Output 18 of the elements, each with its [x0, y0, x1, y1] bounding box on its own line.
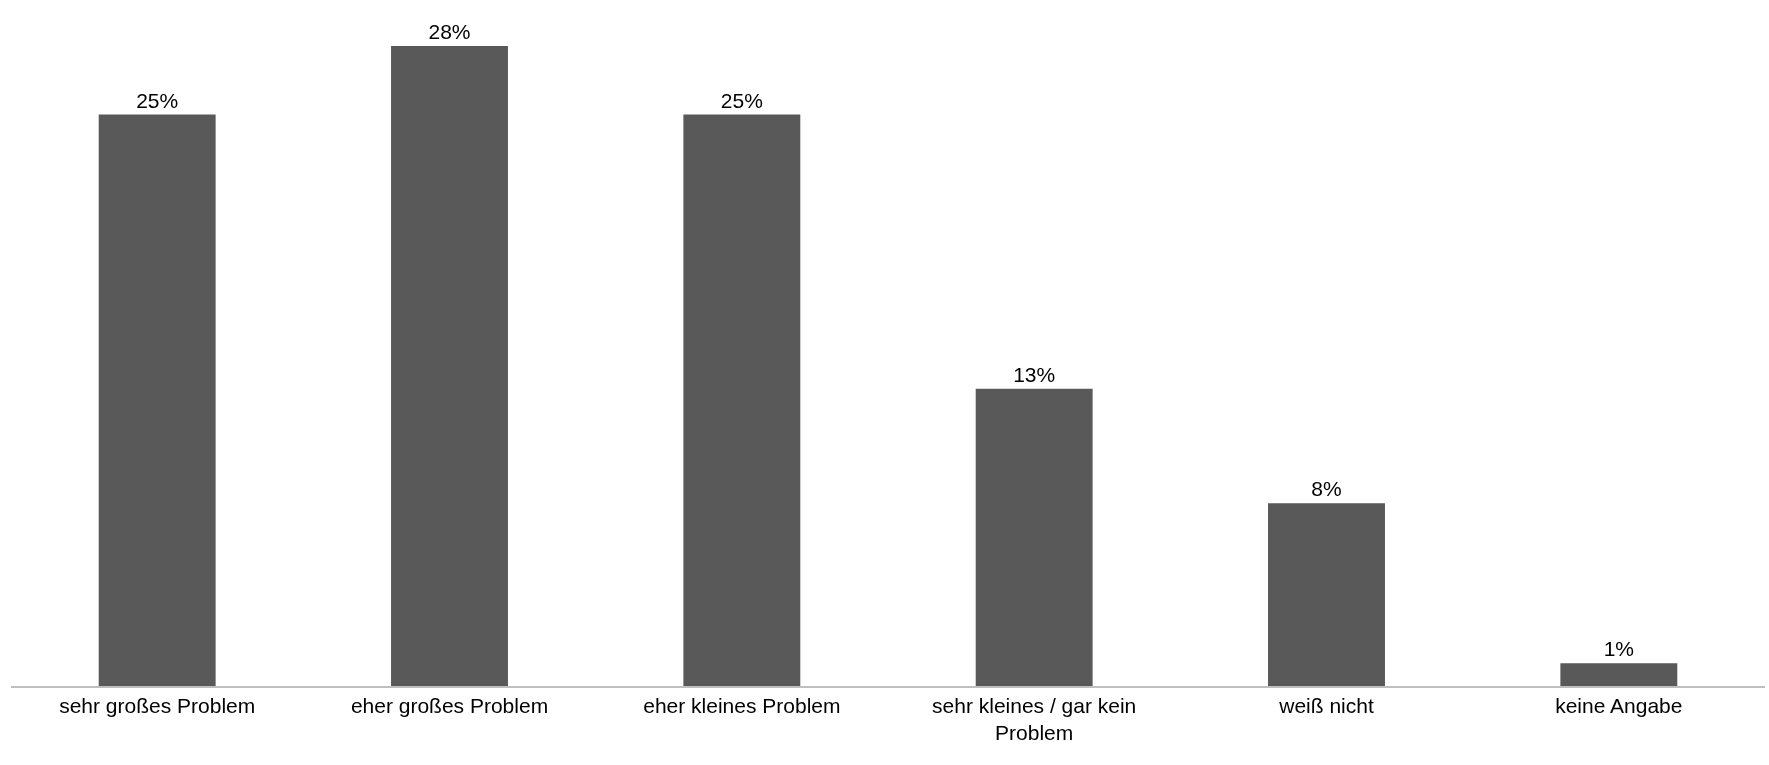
bar: [1268, 503, 1385, 686]
data-label: 25%: [136, 88, 179, 112]
data-label: 8%: [1311, 477, 1342, 501]
x-tick-label: weiß nicht: [1278, 693, 1374, 717]
bar: [683, 114, 801, 686]
bar: [98, 114, 216, 686]
data-label: 28%: [428, 20, 471, 43]
bar: [391, 46, 508, 686]
bar: [975, 388, 1093, 686]
x-tick-label: eher kleines Problem: [643, 693, 841, 717]
data-label: 13%: [1013, 362, 1056, 386]
data-label: 25%: [720, 88, 763, 112]
data-label: 1%: [1603, 637, 1635, 661]
x-tick-label: sehr großes Problem: [59, 693, 256, 717]
x-tick-label: eher großes Problem: [350, 693, 549, 717]
x-tick-label: sehr kleines / gar kein Problem: [932, 693, 1137, 745]
bar: [1560, 663, 1678, 686]
x-tick-label: keine Angabe: [1555, 693, 1683, 717]
